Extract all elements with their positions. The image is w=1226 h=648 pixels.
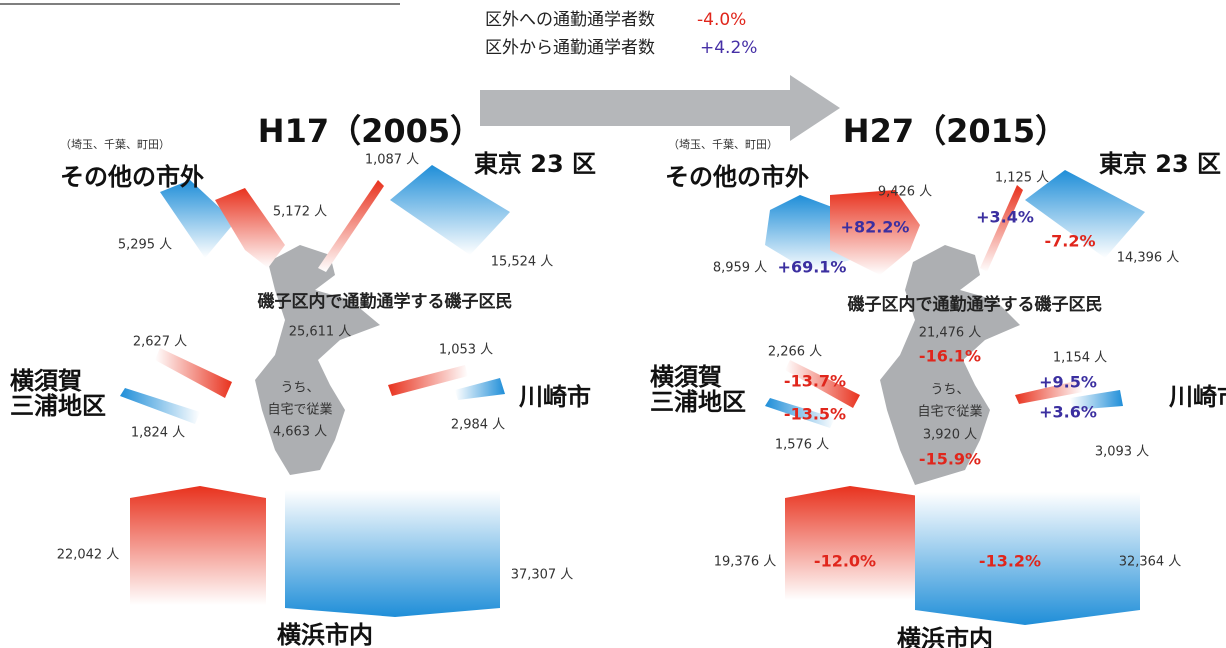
flow-count: 9,426 人	[878, 185, 932, 200]
arrow	[830, 190, 920, 275]
arrow	[1070, 390, 1123, 410]
flow-change: +9.5%	[1039, 373, 1097, 392]
legend-change: -4.0%	[697, 10, 746, 30]
panel-shapes	[765, 170, 1145, 625]
other-label: その他の市外	[60, 163, 204, 191]
arrow	[285, 490, 500, 617]
isogo-map	[255, 245, 380, 475]
flow-count: 2,984 人	[451, 418, 505, 433]
flow-change: +69.1%	[778, 258, 847, 277]
flow-count: 1,154 人	[1053, 351, 1107, 366]
other-note-label: （埼玉、千葉、町田）	[60, 137, 170, 151]
yokosuka-label: 横須賀	[650, 363, 722, 391]
flow-count: 1,087 人	[365, 153, 419, 168]
year-label: H17（2005）	[258, 112, 482, 150]
kawasaki-label: 川崎市	[519, 383, 591, 411]
flow-change: -13.5%	[784, 405, 846, 424]
home-2-label: 自宅で従業	[267, 402, 332, 418]
flow-count: 25,611 人	[289, 325, 352, 340]
flow-change: -7.2%	[1044, 232, 1095, 251]
flow-count: 5,295 人	[118, 238, 172, 253]
flow-count: 19,376 人	[714, 555, 777, 570]
flow-count: 1,125 人	[995, 171, 1049, 186]
legend-label: 区外への通勤通学者数	[485, 10, 655, 30]
flow-change: -13.2%	[979, 552, 1041, 571]
miura-label: 三浦地区	[650, 388, 746, 416]
arrow	[1025, 170, 1145, 258]
arrow	[160, 180, 235, 258]
arrow	[785, 486, 933, 600]
miura-label: 三浦地区	[10, 392, 106, 420]
internal-label: 磯子区内で通勤通学する磯子区民	[258, 291, 513, 312]
flow-count: 2,266 人	[768, 345, 822, 360]
arrow	[765, 195, 850, 272]
flow-count: 21,476 人	[919, 326, 982, 341]
tokyo-label: 東京 23 区	[474, 150, 596, 178]
flow-count: 3,093 人	[1095, 445, 1149, 460]
arrow	[980, 185, 1023, 272]
home-1-label: うち、	[280, 381, 319, 396]
flow-change: +3.6%	[1039, 403, 1097, 422]
flow-count: 1,824 人	[131, 426, 185, 441]
other-note-label: （埼玉、千葉、町田）	[668, 137, 778, 151]
flow-change: -15.9%	[919, 450, 981, 469]
arrow	[390, 165, 510, 255]
period-arrow	[480, 75, 840, 141]
flow-count: 3,920 人	[923, 428, 977, 443]
flow-count: 22,042 人	[57, 548, 120, 563]
flow-count: 1,576 人	[775, 438, 829, 453]
isogo-map	[880, 245, 1020, 485]
flow-change: -12.0%	[814, 552, 876, 571]
flow-count: 1,053 人	[439, 343, 493, 358]
flow-count: 14,396 人	[1117, 251, 1180, 266]
arrow	[785, 360, 860, 408]
legend-label: 区外から通勤通学者数	[485, 38, 655, 58]
flow-count: 5,172 人	[273, 205, 327, 220]
arrow	[1015, 380, 1083, 404]
flow-count: 32,364 人	[1119, 555, 1182, 570]
arrow	[120, 388, 200, 424]
yokosuka-label: 横須賀	[10, 367, 82, 395]
flow-count: 4,663 人	[273, 425, 327, 440]
arrow	[130, 486, 266, 605]
flow-count: 8,959 人	[713, 261, 767, 276]
other-label: その他の市外	[665, 163, 809, 191]
arrow	[215, 188, 285, 268]
yokohama-label: 横浜市内	[277, 621, 373, 648]
internal-label: 磯子区内で通勤通学する磯子区民	[848, 294, 1103, 315]
flow-count: 15,524 人	[491, 255, 554, 270]
arrow	[318, 180, 384, 272]
arrow	[455, 378, 505, 400]
panel-shapes	[120, 165, 510, 617]
year-label: H27（2015）	[843, 112, 1067, 150]
arrow	[915, 492, 1140, 625]
flow-change: +82.2%	[841, 218, 910, 237]
flow-change: -16.1%	[919, 347, 981, 366]
kawasaki-label: 川崎市	[1169, 383, 1226, 411]
flow-count: 37,307 人	[511, 568, 574, 583]
arrow	[388, 365, 468, 396]
arrow	[765, 398, 835, 428]
arrow	[155, 348, 232, 398]
tokyo-label: 東京 23 区	[1099, 150, 1221, 178]
legend-change: +4.2%	[700, 38, 757, 58]
home-1-label: うち、	[930, 383, 969, 398]
flow-change: +3.4%	[976, 208, 1034, 227]
flow-count: 2,627 人	[133, 335, 187, 350]
yokohama-label: 横浜市内	[897, 625, 993, 648]
flow-change: -13.7%	[784, 372, 846, 391]
home-2-label: 自宅で従業	[917, 404, 982, 420]
